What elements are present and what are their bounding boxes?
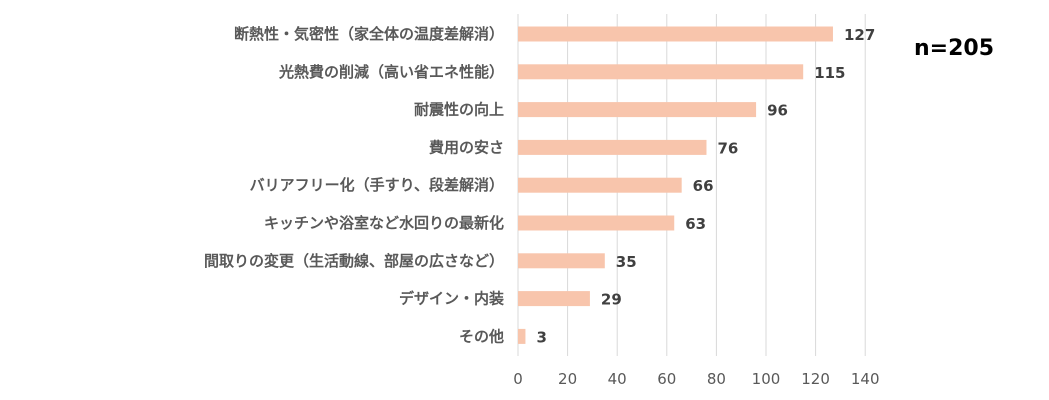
value-labels: 127 115 96 76 66 63 35 29 3 <box>536 26 875 346</box>
category-label: バリアフリー化（手すり、段差解消） <box>250 176 504 194</box>
value-label: 127 <box>844 26 875 44</box>
value-label: 76 <box>717 139 738 157</box>
value-label: 29 <box>601 291 622 309</box>
bar <box>518 26 833 42</box>
category-label: 光熱費の削減（高い省エネ性能） <box>278 63 504 81</box>
bar <box>518 177 682 193</box>
bar <box>518 215 675 231</box>
value-label: 66 <box>693 177 714 195</box>
x-tick-label: 40 <box>608 370 627 388</box>
category-label: デザイン・内装 <box>399 290 505 308</box>
x-tick-label: 0 <box>513 370 523 388</box>
bar <box>518 253 605 269</box>
category-label: 断熱性・気密性（家全体の温度差解消） <box>234 25 504 43</box>
value-label: 35 <box>616 253 637 271</box>
bars <box>518 26 833 344</box>
x-tick-label: 60 <box>657 370 676 388</box>
category-label: その他 <box>459 327 504 345</box>
bar <box>518 102 757 118</box>
value-label: 96 <box>767 102 788 120</box>
bar <box>518 139 707 155</box>
bar <box>518 64 804 80</box>
value-label: 63 <box>685 215 706 233</box>
category-labels: 断熱性・気密性（家全体の温度差解消） 光熱費の削減（高い省エネ性能） 耐震性の向上費… <box>204 25 505 345</box>
bar <box>518 291 590 307</box>
x-tick-label: 80 <box>707 370 726 388</box>
x-tick-label: 20 <box>558 370 577 388</box>
sample-size-annotation: n=205 <box>914 36 994 61</box>
x-axis-tick-labels: 0 20 40 60 80 100 120 140 <box>513 370 879 388</box>
value-label: 3 <box>536 328 546 346</box>
category-label: 費用の安さ <box>429 138 504 156</box>
category-label: 耐震性の向上 <box>414 101 504 119</box>
category-label: 間取りの変更（生活動線、部屋の広さなど） <box>204 252 504 270</box>
x-tick-label: 100 <box>752 370 781 388</box>
bar <box>518 328 526 344</box>
x-tick-label: 140 <box>851 370 880 388</box>
x-tick-label: 120 <box>801 370 830 388</box>
value-label: 115 <box>814 64 845 82</box>
category-label: キッチンや浴室など水回りの最新化 <box>264 214 504 232</box>
